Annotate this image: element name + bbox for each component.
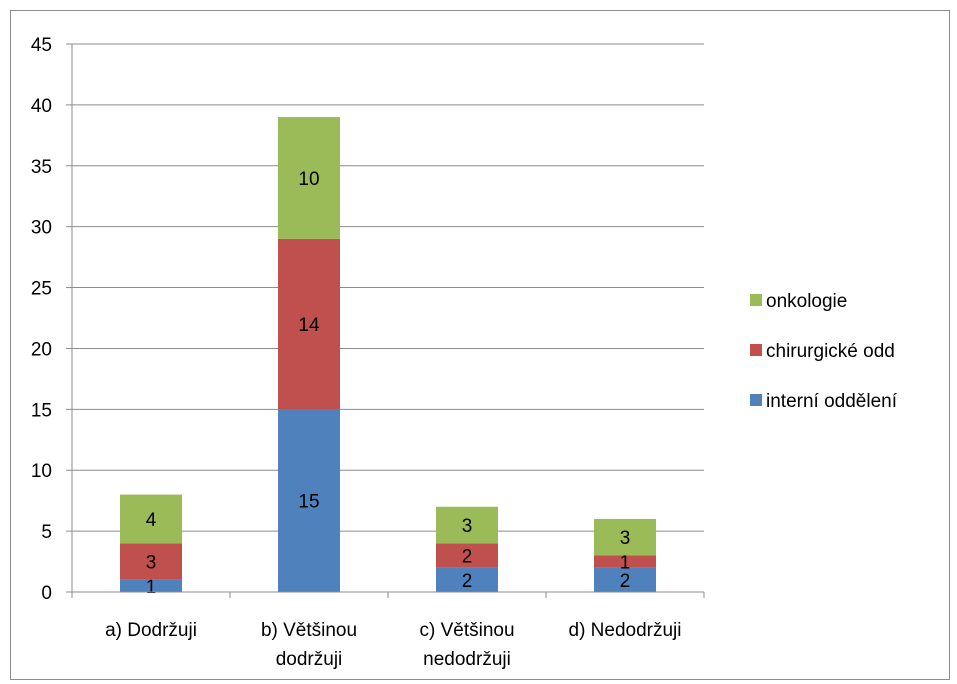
data-label: 3 <box>462 516 473 537</box>
bar-segment <box>278 409 340 592</box>
legend-label: interní oddělení <box>766 391 898 412</box>
data-label: 2 <box>462 571 473 592</box>
data-label: 3 <box>620 528 631 549</box>
legend-swatch <box>750 344 762 356</box>
bar-segment <box>120 579 182 592</box>
legend-swatch <box>750 394 762 406</box>
bar-segment <box>436 506 498 544</box>
data-label: 3 <box>146 553 157 574</box>
y-tick-label: 10 <box>31 461 52 482</box>
y-tick-label: 40 <box>31 96 52 117</box>
data-label: 2 <box>620 571 631 592</box>
y-tick-label: 45 <box>31 35 52 56</box>
bar-segment <box>120 494 182 544</box>
bar-segment <box>594 555 656 568</box>
legend-swatch <box>750 294 762 306</box>
bar-segment <box>594 567 656 592</box>
bar-segment <box>278 117 340 239</box>
y-tick-label: 15 <box>31 400 52 421</box>
data-label: 15 <box>298 492 319 513</box>
y-tick-label: 25 <box>31 279 52 300</box>
data-label: 1 <box>620 553 631 574</box>
data-label: 10 <box>298 169 319 190</box>
x-category-label: dodržuji <box>276 649 343 670</box>
x-category-label: c) Většinou <box>419 620 514 641</box>
y-tick-label: 30 <box>31 218 52 239</box>
data-label: 1 <box>146 577 157 598</box>
y-tick-label: 20 <box>31 339 52 360</box>
data-label: 4 <box>146 510 157 531</box>
bar-segment <box>436 543 498 568</box>
x-category-label: d) Nedodržuji <box>569 620 682 641</box>
data-label: 14 <box>298 315 320 336</box>
legend-label: chirurgické odd <box>766 341 895 362</box>
data-label: 2 <box>462 546 473 567</box>
bar-segment <box>120 543 182 580</box>
bar-segment <box>278 238 340 410</box>
bar-segment <box>594 518 656 556</box>
bar-segment <box>436 567 498 592</box>
y-tick-label: 35 <box>31 157 52 178</box>
x-category-label: nedodržuji <box>423 649 511 670</box>
y-tick-label: 5 <box>41 522 52 543</box>
legend-label: onkologie <box>766 291 847 312</box>
x-category-label: a) Dodržuji <box>105 620 197 641</box>
x-category-label: b) Většinou <box>261 620 357 641</box>
y-tick-label: 0 <box>41 583 52 604</box>
